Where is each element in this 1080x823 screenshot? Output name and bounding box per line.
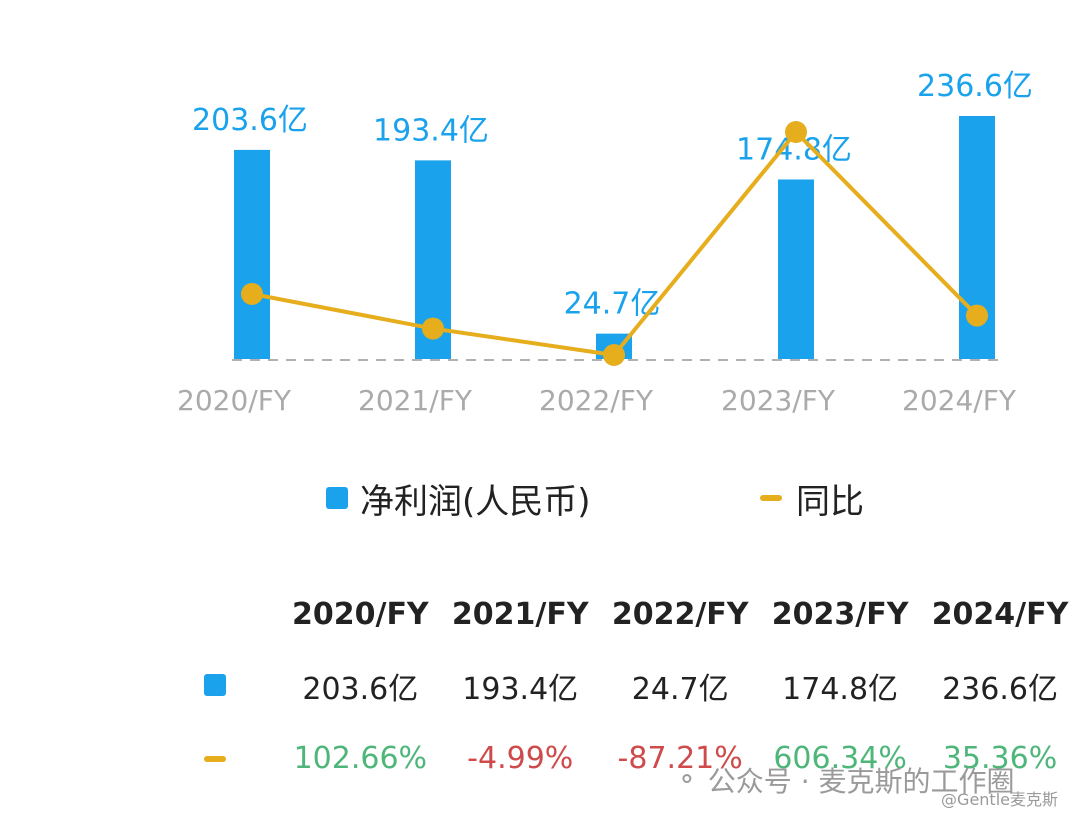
table-cell: 193.4亿 xyxy=(462,672,579,707)
bar-value-label: 236.6亿 xyxy=(917,69,1033,104)
handle-watermark: @Gentle麦克斯 xyxy=(941,790,1058,809)
table-cell: -87.21% xyxy=(617,740,743,776)
table-header-cell: 2024/FY xyxy=(931,596,1069,632)
bar xyxy=(234,149,270,359)
legend-bar-swatch xyxy=(326,487,348,509)
table-header-cell: 2021/FY xyxy=(451,596,589,632)
x-tick-label: 2021/FY xyxy=(358,384,473,417)
table-header-cell: 2020/FY xyxy=(291,596,429,632)
x-tick-label: 2020/FY xyxy=(177,384,292,417)
table-cell: 102.66% xyxy=(293,740,428,776)
table-row-yoy: 102.66% -4.99% -87.21% 606.34% 35.36% xyxy=(150,722,1080,794)
yoy-point xyxy=(966,304,988,327)
legend-net-profit-label: 净利润(人民币) xyxy=(360,481,591,522)
net-profit-row-key xyxy=(204,673,227,696)
bar xyxy=(778,179,814,359)
table-cell: 174.8亿 xyxy=(782,672,899,707)
data-table: 2020/FY 2021/FY 2022/FY 2023/FY 2024/FY … xyxy=(150,578,1080,794)
table-header-row: 2020/FY 2021/FY 2022/FY 2023/FY 2024/FY xyxy=(150,578,1080,650)
wechat-icon: ⚬ xyxy=(676,765,698,795)
table-cell: 24.7亿 xyxy=(631,672,729,707)
wechat-brand-text: 公众号 · 麦克斯的工作圈 xyxy=(707,765,1015,798)
yoy-point xyxy=(785,121,807,143)
table-cell: 35.36% xyxy=(942,740,1058,776)
table-header-cell: 2023/FY xyxy=(771,596,909,632)
bar-value-label: 193.4亿 xyxy=(373,113,489,148)
table-cell: -4.99% xyxy=(467,740,574,776)
yoy-point xyxy=(241,282,263,305)
yoy-row-key xyxy=(204,756,227,762)
yoy-point xyxy=(422,317,444,340)
table-cell: 236.6亿 xyxy=(942,672,1058,707)
table-cell: 203.6亿 xyxy=(302,672,419,707)
legend-yoy-label: 同比 xyxy=(796,481,864,522)
legend-line-swatch xyxy=(760,495,782,501)
legend-item-yoy[interactable]: 同比 xyxy=(760,470,864,526)
table-row-net-profit: 203.6亿 193.4亿 24.7亿 174.8亿 236.6亿 xyxy=(150,650,1080,722)
chart-legend: 净利润(人民币) 同比 xyxy=(0,470,1080,526)
bar-value-label: 203.6亿 xyxy=(192,103,308,138)
yoy-point xyxy=(603,344,625,366)
x-tick-label: 2023/FY xyxy=(721,384,836,417)
table-header-cell: 2022/FY xyxy=(611,596,749,632)
table-cell: 606.34% xyxy=(773,740,907,776)
legend-item-net-profit[interactable]: 净利润(人民币) xyxy=(326,470,591,526)
x-tick-label: 2024/FY xyxy=(902,384,1017,417)
x-tick-label: 2022/FY xyxy=(539,384,654,417)
wechat-watermark: ⚬ 公众号 · 麦克斯的工作圈 xyxy=(676,760,1015,800)
